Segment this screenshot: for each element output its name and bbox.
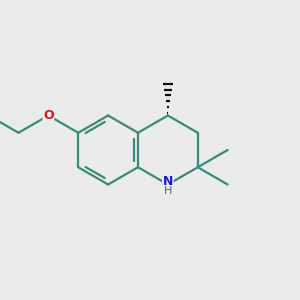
Text: N: N bbox=[163, 175, 173, 188]
Text: H: H bbox=[164, 185, 172, 196]
Text: O: O bbox=[43, 109, 54, 122]
